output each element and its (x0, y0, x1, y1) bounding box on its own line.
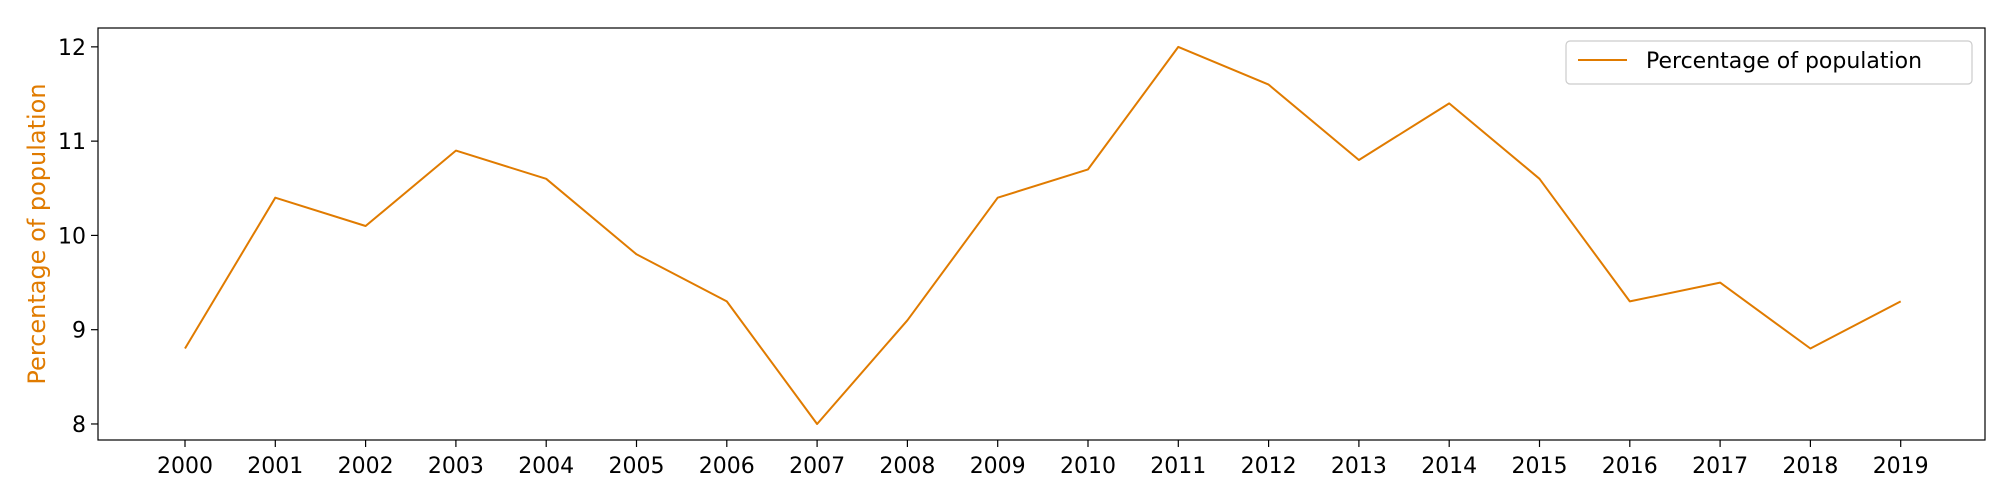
data-point (543, 176, 549, 182)
x-tick-label: 2016 (1602, 454, 1658, 479)
x-tick-label: 2013 (1331, 454, 1387, 479)
y-axis: 8 9 10 11 12 (58, 36, 98, 438)
series-layer (182, 44, 1904, 427)
x-tick-label: 2010 (1060, 454, 1116, 479)
data-point (1446, 100, 1452, 106)
y-tick-label: 8 (72, 413, 86, 438)
legend: Percentage of population (1565, 40, 1973, 85)
x-tick-label: 2015 (1512, 454, 1568, 479)
legend-box (1565, 40, 1973, 85)
x-tick-label: 2007 (789, 454, 845, 479)
data-point (1717, 280, 1723, 286)
y-tick-label: 12 (58, 36, 86, 61)
y-tick-label: 11 (58, 130, 86, 155)
data-point (1898, 298, 1904, 304)
x-tick-label: 2011 (1150, 454, 1206, 479)
x-tick-label: 2006 (699, 454, 755, 479)
x-tick-label: 2003 (428, 454, 484, 479)
data-point (724, 298, 730, 304)
data-point (363, 223, 369, 229)
data-point (453, 148, 459, 154)
data-point (1807, 346, 1813, 352)
data-point (995, 195, 1001, 201)
x-tick-label: 2018 (1782, 454, 1838, 479)
x-tick-label: 2000 (157, 454, 213, 479)
data-point (814, 421, 820, 427)
x-tick-label: 2004 (518, 454, 574, 479)
data-point (1266, 82, 1272, 88)
data-point (1356, 157, 1362, 163)
x-axis: 2000 2001 2002 2003 2004 2005 2006 2007 2008 2009… (157, 440, 1929, 479)
legend-label: Percentage of population (1646, 49, 1922, 74)
x-tick-label: 2008 (879, 454, 935, 479)
data-point (182, 346, 188, 352)
x-tick-label: 2017 (1692, 454, 1748, 479)
data-point (634, 251, 640, 257)
data-point (1175, 44, 1181, 50)
x-tick-label: 2002 (338, 454, 394, 479)
y-tick-label: 10 (58, 224, 86, 249)
x-tick-label: 2009 (970, 454, 1026, 479)
x-tick-label: 2001 (247, 454, 303, 479)
x-tick-label: 2005 (609, 454, 665, 479)
data-point (1627, 298, 1633, 304)
data-point (904, 317, 910, 323)
x-tick-label: 2012 (1241, 454, 1297, 479)
y-tick-label: 9 (72, 319, 86, 344)
series-line-percentage-of-population (184, 45, 1902, 425)
y-axis-label: Percentage of population (23, 83, 51, 384)
plot-frame (97, 27, 1986, 441)
data-point (1085, 166, 1091, 172)
data-point (272, 195, 278, 201)
x-tick-label: 2014 (1421, 454, 1477, 479)
x-tick-label: 2019 (1873, 454, 1929, 479)
data-point (1537, 176, 1543, 182)
